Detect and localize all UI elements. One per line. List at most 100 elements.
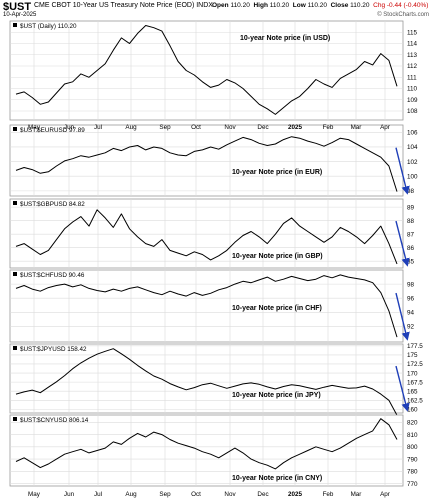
series-line [15, 348, 398, 416]
trend-arrow [395, 147, 410, 195]
y-tick-label: 100 [407, 173, 418, 180]
panel-frame [9, 269, 404, 343]
series-line [15, 209, 398, 265]
chart-annotation: 10-year Note price (in JPY) [232, 392, 321, 399]
trend-arrow [395, 292, 410, 341]
series-line [15, 418, 398, 470]
y-tick-label: 162.5 [407, 397, 423, 404]
x-tick-label-top: May [28, 124, 41, 131]
y-tick-label: 87 [407, 231, 415, 238]
y-tick-label: 160 [407, 407, 418, 414]
x-tick-label-bottom: Nov [224, 491, 236, 498]
x-tick-label-top: Apr [380, 124, 390, 131]
x-tick-label-bottom: May [28, 491, 41, 498]
chart-annotation: 10-year Note price (in CNY) [232, 475, 322, 482]
change-value: Chg -0.44 (-0.40%) [373, 2, 429, 9]
y-tick-label: 810 [407, 432, 418, 439]
trend-arrow [395, 220, 410, 267]
legend-swatch [13, 346, 17, 350]
x-tick-label-bottom: Aug [125, 491, 137, 498]
chart-header: $UST CME CBOT 10-Year US Treasury Note P… [0, 0, 433, 20]
y-tick-label: 92 [407, 324, 415, 331]
x-tick-label-top: Sep [159, 124, 171, 131]
y-tick-label: 102 [407, 159, 418, 166]
symbol-description: CME CBOT 10-Year US Treasury Note Price … [34, 2, 213, 9]
y-tick-label: 113 [407, 52, 418, 59]
y-tick-label: 106 [407, 130, 418, 137]
close-value: 110.20 [350, 2, 370, 9]
panel-frame [9, 343, 404, 414]
chart-annotation: 10-year Note price (in GBP) [232, 253, 323, 260]
y-tick-label: 167.5 [407, 379, 423, 386]
open-label: Open [212, 2, 229, 9]
x-tick-label-top: Dec [257, 124, 268, 131]
legend-text: $UST:$EURUSD 97.89 [20, 127, 85, 134]
x-tick-label-bottom: Oct [191, 491, 201, 498]
x-tick-label-top: Oct [191, 124, 201, 131]
chart-panel-1: 108 109 110 111 112 113 114 115 $UST (Daily) 110… [9, 20, 418, 121]
legend-text: $UST:$GBPUSD 84.82 [20, 201, 85, 208]
chart-panel-4: 92 94 96 98 $UST:$CHFUSD 90.46 10-year Note p… [9, 269, 415, 343]
low-label: Low [292, 2, 306, 9]
y-tick-label: 85 [407, 258, 415, 265]
chart-annotation: 10-year Note price (in USD) [240, 35, 330, 42]
y-tick-label: 110 [407, 86, 418, 93]
legend-text: $UST:$CNYUSD 806.14 [20, 417, 89, 424]
y-tick-label: 114 [407, 41, 418, 48]
y-tick-label: 94 [407, 310, 415, 317]
panel-frame [9, 198, 404, 269]
x-tick-label-bottom: Feb [323, 491, 334, 498]
chart-panel-2: 98 100 102 104 106 $UST:$EURUSD 97.89 10-year … [9, 124, 418, 197]
y-tick-label: 108 [407, 108, 418, 115]
legend-swatch [13, 272, 17, 276]
series-line [15, 136, 398, 192]
x-tick-label-bottom: Dec [257, 491, 268, 498]
y-tick-label: 800 [407, 444, 418, 451]
y-tick-label: 109 [407, 97, 418, 104]
legend-text: $UST:$CHFUSD 90.46 [20, 272, 85, 279]
watermark: © StockCharts.com [377, 12, 429, 18]
x-tick-label-bottom: Jun [64, 491, 75, 498]
y-tick-label: 177.5 [407, 343, 423, 350]
y-tick-label: 98 [407, 281, 415, 288]
y-tick-label: 88 [407, 218, 415, 225]
x-tick-label-top: 2025 [288, 124, 303, 131]
series-line [15, 25, 398, 115]
x-tick-label-bottom: 2025 [288, 491, 303, 498]
trend-arrow [395, 365, 410, 412]
x-tick-label-top: Aug [125, 124, 137, 131]
y-tick-label: 790 [407, 456, 418, 463]
date-label: 10-Apr-2025 [3, 12, 37, 18]
legend-swatch [13, 23, 17, 27]
exchange-label: INDX [196, 2, 213, 9]
chart-annotation: 10-year Note price (in CHF) [232, 305, 322, 312]
legend-text: $UST:$JPYUSD 158.42 [20, 346, 87, 353]
high-value: 110.20 [269, 2, 290, 9]
close-label: Close [330, 2, 349, 9]
y-tick-label: 172.5 [407, 361, 423, 368]
y-tick-label: 170 [407, 370, 418, 377]
y-tick-label: 98 [407, 188, 415, 195]
chart-annotation: 10-year Note price (in EUR) [232, 169, 322, 176]
open-value: 110.20 [230, 2, 250, 9]
chart-panel-6: 770 780 790 800 810 820 $UST:$CNYUSD 806.14 10-… [9, 414, 418, 488]
chart-panel-3: 85 86 87 88 89 $UST:$GBPUSD 84.82 10-year Note… [9, 198, 415, 269]
panel-frame [9, 20, 404, 121]
y-tick-label: 111 [407, 74, 417, 81]
y-tick-label: 165 [407, 388, 418, 395]
y-tick-label: 780 [407, 469, 418, 476]
x-tick-label-top: Feb [323, 124, 334, 131]
x-tick-label-top: Mar [351, 124, 362, 131]
legend-swatch [13, 201, 17, 205]
description-text: CME CBOT 10-Year US Treasury Note Price … [34, 2, 195, 9]
quote-strip: Open 110.20 High 110.20 Low 110.20 Close… [212, 2, 428, 9]
y-tick-label: 96 [407, 295, 415, 302]
y-tick-label: 104 [407, 144, 418, 151]
low-value: 110.20 [307, 2, 327, 9]
y-tick-label: 175 [407, 352, 418, 359]
x-tick-label-bottom: Mar [351, 491, 362, 498]
x-tick-label-top: Jul [94, 124, 102, 131]
legend-swatch [13, 127, 17, 131]
series-line [15, 274, 398, 338]
